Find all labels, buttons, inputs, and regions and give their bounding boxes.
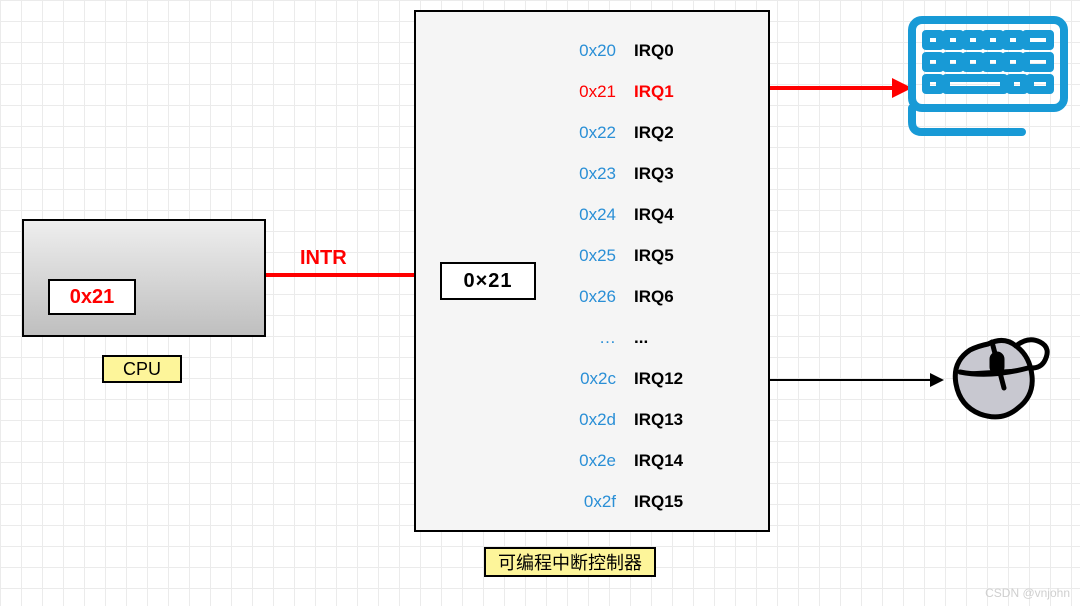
irq-label: IRQ15 [634,492,744,512]
cpu-label: CPU [123,359,161,380]
irq-row: 0x24IRQ4 [554,194,744,235]
intr-line [266,273,414,277]
irq-hex: 0x2d [554,410,634,430]
irq-label: IRQ6 [634,287,744,307]
irq-label: IRQ0 [634,41,744,61]
pic-label: 可编程中断控制器 [498,549,642,575]
irq-hex: 0x2c [554,369,634,389]
cpu-value-box: 0x21 [48,279,136,315]
irq-label: IRQ13 [634,410,744,430]
pic-label-box: 可编程中断控制器 [484,547,656,577]
irq-row: 0x20IRQ0 [554,30,744,71]
irq-row: 0x2cIRQ12 [554,358,744,399]
irq-hex: 0x26 [554,287,634,307]
cpu-value: 0x21 [70,286,115,309]
mouse-icon [944,332,1054,429]
irq-hex: 0x2e [554,451,634,471]
irq-row: 0x2fIRQ15 [554,481,744,522]
pic-value-box: 0×21 [440,262,536,300]
irq-hex: 0x20 [554,41,634,61]
keyboard-icon [906,14,1070,143]
irq-label: IRQ4 [634,205,744,225]
irq-label: IRQ2 [634,123,744,143]
irq-hex: 0x24 [554,205,634,225]
intr-label: INTR [300,247,347,270]
arrow-irq12-head [930,373,944,387]
irq-row: 0x23IRQ3 [554,153,744,194]
irq-label: IRQ1 [634,82,744,102]
irq-label: IRQ12 [634,369,744,389]
watermark: CSDN @vnjohn [985,586,1070,600]
irq-hex: 0x2f [554,492,634,512]
irq-hex: 0x23 [554,164,634,184]
irq-row: …... [554,317,744,358]
cpu-label-box: CPU [102,355,182,383]
irq-label: IRQ3 [634,164,744,184]
irq-row: 0x2eIRQ14 [554,440,744,481]
irq-row: 0x26IRQ6 [554,276,744,317]
irq-hex: … [554,328,634,348]
irq-label: IRQ5 [634,246,744,266]
arrow-irq1-line [770,86,892,90]
irq-hex: 0x22 [554,123,634,143]
arrow-irq12-line [770,379,930,381]
irq-row: 0x21IRQ1 [554,71,744,112]
irq-hex: 0x25 [554,246,634,266]
irq-table: 0x20IRQ00x21IRQ10x22IRQ20x23IRQ30x24IRQ4… [554,30,744,522]
irq-row: 0x22IRQ2 [554,112,744,153]
irq-hex: 0x21 [554,82,634,102]
irq-label: IRQ14 [634,451,744,471]
pic-box: 0×21 0x20IRQ00x21IRQ10x22IRQ20x23IRQ30x2… [414,10,770,532]
irq-row: 0x2dIRQ13 [554,399,744,440]
cpu-box: 0x21 [22,219,266,337]
irq-row: 0x25IRQ5 [554,235,744,276]
pic-value: 0×21 [463,270,512,293]
irq-label: ... [634,328,744,348]
